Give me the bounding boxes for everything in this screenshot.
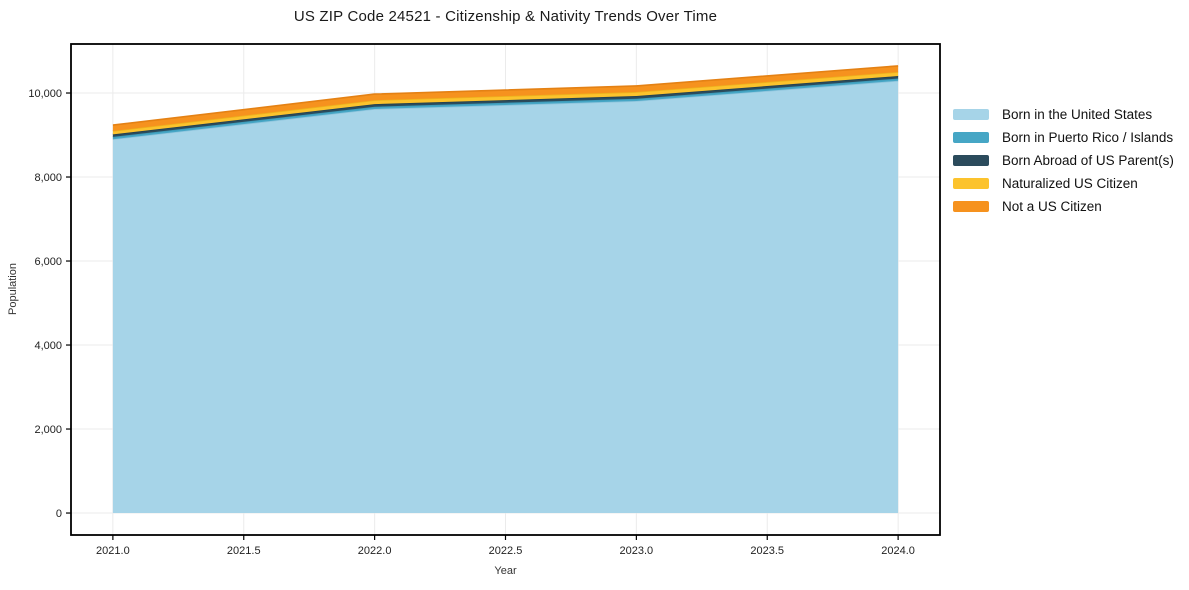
legend-item-1: Born in Puerto Rico / Islands (953, 126, 1174, 149)
y-tick-label: 8,000 (34, 172, 62, 184)
y-tick-label: 4,000 (34, 340, 62, 352)
chart-title: US ZIP Code 24521 - Citizenship & Nativi… (293, 8, 718, 25)
area-series-0 (112, 80, 899, 514)
legend-item-2: Born Abroad of US Parent(s) (953, 149, 1174, 172)
legend-label: Born Abroad of US Parent(s) (1002, 153, 1174, 168)
legend-label: Born in the United States (1002, 107, 1153, 122)
legend-label: Not a US Citizen (1002, 199, 1102, 214)
legend-item-3: Naturalized US Citizen (953, 172, 1174, 195)
legend-swatch-icon (953, 201, 989, 212)
legend-label: Naturalized US Citizen (1002, 176, 1138, 191)
y-tick-label: 2,000 (34, 424, 62, 436)
legend-label: Born in Puerto Rico / Islands (1002, 130, 1174, 145)
legend-item-4: Not a US Citizen (953, 195, 1174, 218)
x-tick-label: 2022.5 (489, 545, 523, 557)
legend-swatch-icon (953, 178, 989, 189)
x-tick-label: 2021.0 (96, 545, 130, 557)
area-edge-4 (112, 65, 899, 126)
legend: Born in the United States Born in Puerto … (953, 103, 1174, 218)
legend-swatch-icon (953, 109, 989, 120)
y-tick-label: 10,000 (28, 88, 62, 100)
legend-swatch-icon (953, 155, 989, 166)
area-series-4 (112, 65, 899, 131)
x-tick-label: 2023.0 (620, 545, 654, 557)
legend-item-0: Born in the United States (953, 103, 1174, 126)
x-axis-label: Year (494, 565, 517, 577)
y-tick-label: 0 (56, 508, 62, 520)
y-axis-label: Population (7, 263, 19, 315)
x-tick-label: 2024.0 (881, 545, 915, 557)
y-tick-label: 6,000 (34, 256, 62, 268)
x-tick-label: 2021.5 (227, 545, 261, 557)
x-tick-label: 2023.5 (750, 545, 784, 557)
legend-swatch-icon (953, 132, 989, 143)
x-tick-label: 2022.0 (358, 545, 392, 557)
